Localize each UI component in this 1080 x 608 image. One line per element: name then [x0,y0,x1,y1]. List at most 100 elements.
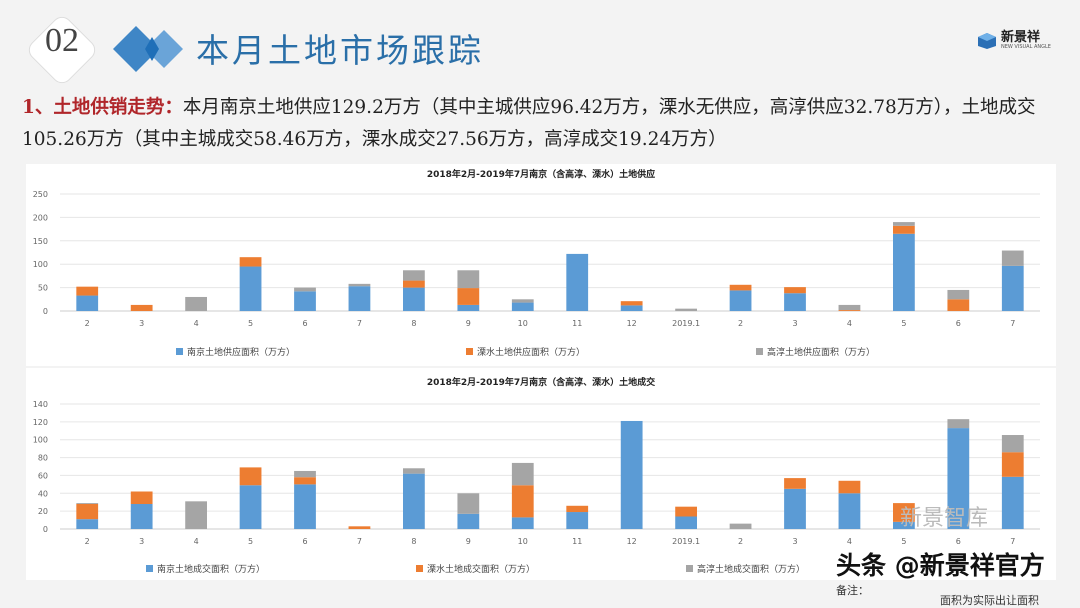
bar-segment-lishui [294,477,316,485]
x-tick-label: 5 [248,537,253,546]
transaction-chart-panel: 2018年2月-2019年7月南京（含高淳、溧水）土地成交 0 20 40 60 80 10… [26,368,1056,580]
brand-logo: 新景祥 NEW VISUAL ANGLE [976,31,1051,50]
bar-segment-gaochun [947,289,970,300]
x-tick-label: 4 [194,319,199,328]
bar-segment-gaochun [294,470,316,478]
bar-segment-main [620,305,643,311]
bar-segment-lishui [239,467,262,486]
legend-label: 溧水土地供应面积（万方） [477,346,585,358]
bar-segment-lishui [130,304,153,311]
bar-segment-lishui [838,310,861,311]
bar-segment-gaochun [511,462,534,486]
x-tick-label: 7 [1010,319,1015,328]
remark-label: 备注： [836,584,869,597]
bar-segment-lishui [729,284,752,291]
bar-segment-lishui [239,257,262,267]
bar-segment-main [294,484,316,529]
bar-segment-gaochun [1001,435,1024,453]
bar-segment-gaochun [76,503,99,504]
section-number: 02 [45,22,79,59]
bar-segment-main [239,266,262,311]
x-tick-label: 6 [956,537,961,546]
x-tick-label: 3 [792,537,797,546]
y-tick-label: 140 [33,400,48,409]
y-tick-label: 20 [38,507,48,516]
x-tick-label: 6 [302,537,307,546]
bar-segment-lishui [620,301,643,306]
bar-segment-main [784,488,806,529]
x-tick-label: 12 [627,319,637,328]
y-tick-label: 120 [33,418,48,427]
x-tick-label: 2 [85,537,90,546]
legend-swatch [416,565,423,572]
bar-segment-lishui [838,480,861,494]
x-tick-label: 2019.1 [672,537,700,546]
x-tick-label: 4 [847,537,852,546]
y-tick-label: 0 [43,307,48,316]
y-tick-label: 250 [33,190,48,199]
bar-segment-main [76,295,99,311]
bar-segment-main [403,473,425,529]
bar-segment-main [1001,265,1024,311]
x-tick-label: 2 [738,319,743,328]
x-tick-label: 11 [572,537,582,546]
page-title: 本月土地市场跟踪 [196,31,484,70]
bar-segment-main [566,253,589,311]
watermark: 头条 @新景祥官方 [836,551,1045,580]
bar-segment-main [511,302,534,311]
y-tick-label: 60 [38,471,48,480]
legend-swatch [466,348,473,355]
y-tick-label: 40 [38,489,48,498]
bar-segment-gaochun [403,270,425,281]
bar-segment-gaochun [185,501,207,529]
supply-chart-panel: 2018年2月-2019年7月南京（含高淳、溧水）土地供应 0 50 100 150 20… [26,164,1056,366]
y-tick-label: 80 [38,454,48,463]
bar-segment-lishui [457,288,480,305]
summary-body: 本月南京土地供应129.2万方（其中主城供应96.42万方，溧水无供应，高淳供应… [22,97,1036,150]
bar-segment-gaochun [348,283,371,287]
bar-segment-main [729,290,752,311]
y-tick-label: 0 [43,525,48,534]
bar-segment-gaochun [675,308,697,311]
bar-segment-gaochun [893,222,915,226]
bar-segment-main [348,286,371,311]
legend-swatch [756,348,763,355]
x-tick-label: 8 [411,319,416,328]
x-tick-label: 7 [357,537,362,546]
y-tick-label: 100 [33,436,48,445]
supply-chart: 2018年2月-2019年7月南京（含高淳、溧水）土地供应 0 50 100 150 20… [33,168,1040,358]
legend-swatch [146,565,153,572]
bar-segment-main [893,233,915,311]
x-tick-label: 6 [956,319,961,328]
bar-segment-lishui [130,491,153,504]
chart-title: 2018年2月-2019年7月南京（含高淳、溧水）土地供应 [427,168,655,180]
bar-segment-gaochun [403,468,425,474]
bar-segment-lishui [348,526,371,529]
watermark-faded: 新景智库 [900,506,989,531]
x-tick-label: 9 [466,537,471,546]
bar-segment-lishui [566,505,589,513]
bar-segment-main [838,493,861,529]
chart-title: 2018年2月-2019年7月南京（含高淳、溧水）土地成交 [427,376,655,388]
bar-segment-main [76,519,99,529]
bar-segment-main [239,485,262,529]
bar-segment-gaochun [511,299,534,303]
legend-swatch [176,348,183,355]
bar-segment-main [675,516,697,529]
x-tick-label: 7 [1010,537,1015,546]
y-tick-label: 50 [38,284,48,293]
area-note: 面积为实际出让面积 [940,594,1039,607]
bar-segment-main [130,504,153,529]
bar-segment-gaochun [838,304,861,311]
diamond-icon [113,26,183,72]
x-tick-label: 4 [847,319,852,328]
cube-logo-icon [978,33,996,49]
bar-segment-lishui [784,478,806,489]
x-tick-label: 10 [518,319,528,328]
legend-label: 高淳土地供应面积（万方） [767,346,875,358]
bar-segment-lishui [675,506,697,517]
bar-segment-main [457,513,480,529]
bar-segment-lishui [784,287,806,294]
bar-segment-gaochun [185,296,207,311]
bar-segment-main [457,304,480,311]
